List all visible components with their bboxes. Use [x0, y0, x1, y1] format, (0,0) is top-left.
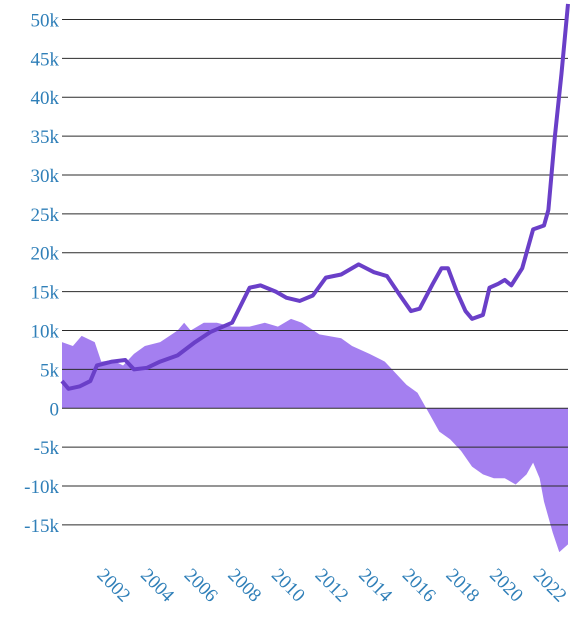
- line: [60, 3, 570, 391]
- y-tick-label: 0: [50, 399, 60, 420]
- y-tick-label: 15k: [31, 283, 60, 304]
- y-tick-label: 40k: [31, 88, 60, 109]
- y-tick-label: 35k: [31, 127, 60, 148]
- y-tick-label: 50k: [31, 10, 60, 31]
- y-tick-label: -10k: [24, 477, 59, 498]
- x-tick-label: 2018: [442, 565, 484, 607]
- y-tick-label: 30k: [31, 166, 60, 187]
- x-tick-label: 2016: [398, 565, 440, 607]
- x-tick-label: 2014: [354, 565, 396, 607]
- y-tick-label: 5k: [40, 360, 60, 381]
- area: [62, 318, 568, 553]
- x-tick-label: 2010: [267, 565, 309, 607]
- x-tick-label: 2002: [93, 565, 135, 607]
- y-tick-label: 45k: [31, 49, 60, 70]
- x-tick-label: 2012: [311, 565, 353, 607]
- y-tick-label: 20k: [31, 244, 60, 265]
- x-tick-label: 2022: [529, 565, 570, 607]
- x-tick-label: 2006: [180, 565, 222, 607]
- y-tick-label: 25k: [31, 205, 60, 226]
- y-tick-label: 10k: [31, 321, 60, 342]
- x-tick-label: 2020: [485, 565, 527, 607]
- y-tick-label: -5k: [34, 438, 60, 459]
- y-tick-label: -15k: [24, 516, 59, 537]
- x-tick-label: 2008: [223, 565, 265, 607]
- x-tick-label: 2004: [136, 565, 178, 607]
